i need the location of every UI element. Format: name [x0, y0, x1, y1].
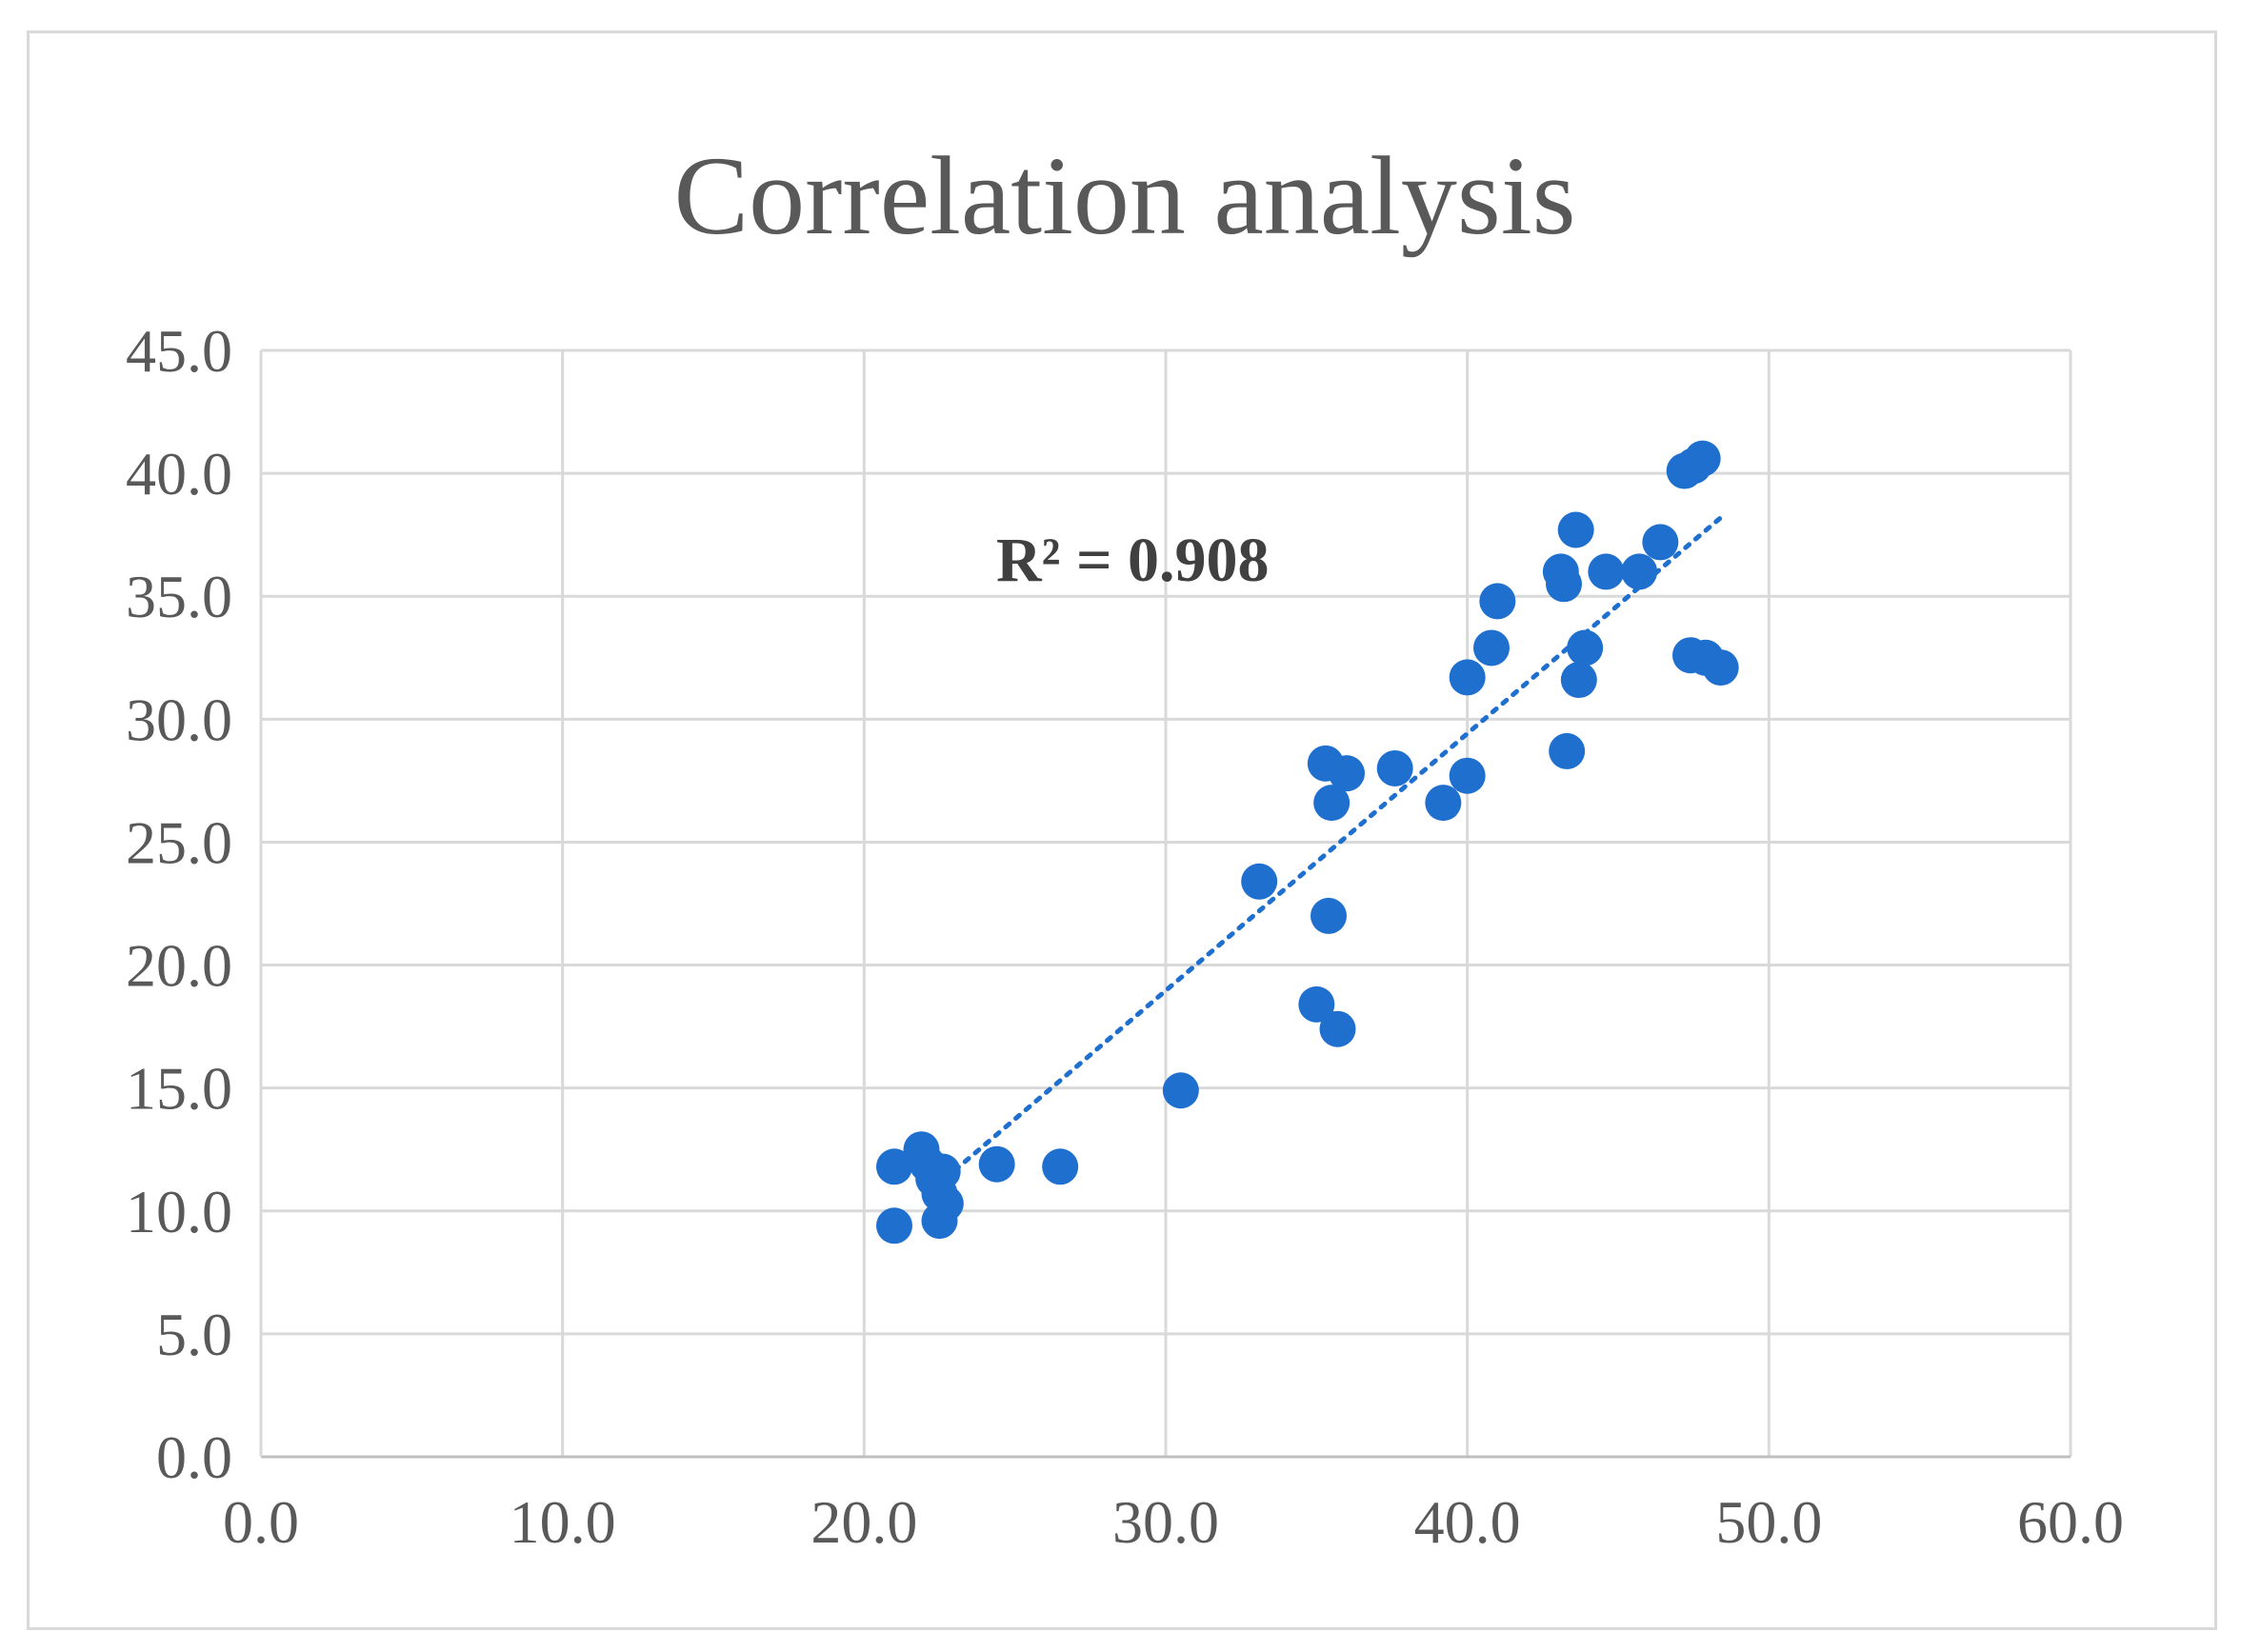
data-point — [1621, 553, 1658, 590]
data-point — [1449, 659, 1486, 696]
x-tick-label: 0.0 — [223, 1488, 299, 1556]
trendline — [922, 512, 1727, 1199]
data-point — [1642, 524, 1679, 561]
y-tick-label: 30.0 — [126, 686, 232, 753]
data-point — [1588, 553, 1625, 590]
data-point — [1557, 511, 1594, 548]
x-axis-tick-labels: 0.0 10.0 20.0 30.0 40.0 50.0 60.0 — [223, 1488, 2124, 1556]
data-point — [1702, 649, 1739, 687]
data-point — [1311, 897, 1347, 934]
chart-title: Correlation analysis — [673, 133, 1575, 258]
data-points — [876, 440, 1739, 1244]
data-point — [876, 1207, 912, 1244]
data-point — [927, 1185, 964, 1223]
data-point — [924, 1153, 961, 1190]
y-axis-tick-labels: 0.0 5.0 10.0 15.0 20.0 25.0 30.0 35.0 40.0 45.0 — [126, 317, 232, 1491]
y-tick-label: 45.0 — [126, 317, 232, 385]
x-tick-label: 50.0 — [1715, 1488, 1822, 1556]
scatter-chart: Correlation analysis 0.0 5.0 10.0 15.0 20.0 2… — [126, 133, 2124, 1556]
x-tick-label: 40.0 — [1414, 1488, 1521, 1556]
data-point — [1560, 662, 1597, 699]
data-point — [1329, 755, 1365, 792]
data-point — [978, 1145, 1015, 1183]
y-tick-label: 0.0 — [156, 1423, 232, 1491]
x-tick-label: 30.0 — [1112, 1488, 1219, 1556]
y-tick-label: 15.0 — [126, 1055, 232, 1123]
data-point — [1546, 566, 1582, 603]
x-tick-label: 20.0 — [810, 1488, 917, 1556]
data-point — [1319, 1010, 1356, 1047]
trendline-group — [922, 512, 1727, 1199]
y-tick-label: 10.0 — [126, 1178, 232, 1245]
chart-frame: Correlation analysis 0.0 5.0 10.0 15.0 20.0 2… — [27, 30, 2217, 1630]
y-tick-label: 25.0 — [126, 808, 232, 876]
x-tick-label: 60.0 — [2017, 1488, 2124, 1556]
y-tick-label: 40.0 — [126, 440, 232, 508]
data-point — [1549, 732, 1586, 769]
axes — [259, 350, 2071, 1459]
gridlines — [261, 348, 2072, 1457]
data-point — [876, 1148, 912, 1185]
data-point — [1042, 1148, 1079, 1185]
y-tick-label: 35.0 — [126, 563, 232, 630]
data-point — [1313, 785, 1351, 822]
data-point — [1567, 629, 1604, 667]
y-tick-label: 5.0 — [156, 1301, 232, 1368]
r-squared-label: R² = 0.908 — [996, 526, 1270, 595]
data-point — [1376, 749, 1413, 786]
data-point — [1425, 785, 1462, 822]
data-point — [1449, 757, 1486, 794]
data-point — [1162, 1072, 1199, 1109]
data-point — [1241, 863, 1278, 900]
y-tick-label: 20.0 — [126, 932, 232, 1000]
x-tick-label: 10.0 — [510, 1488, 616, 1556]
data-point — [1298, 985, 1335, 1023]
data-point — [1479, 583, 1516, 620]
data-point — [1473, 629, 1510, 667]
data-point — [1684, 440, 1721, 477]
